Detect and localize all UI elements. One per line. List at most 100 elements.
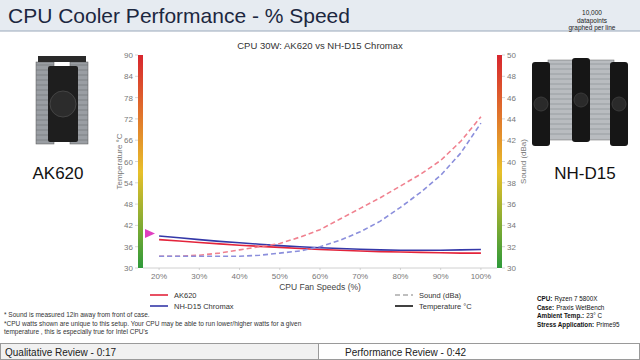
fan <box>572 58 590 142</box>
fin <box>586 74 614 75</box>
x-tick-label: 60% <box>312 272 328 281</box>
y2-tick-label: 46 <box>507 94 516 103</box>
y2-tick-label: 48 <box>507 72 516 81</box>
fan-hub <box>50 91 76 117</box>
fin-stack <box>586 60 614 140</box>
fin <box>548 74 576 75</box>
spec-line: Ambient Temp.:23° C <box>537 312 602 320</box>
y-tick <box>135 140 138 141</box>
y-tick <box>135 97 138 98</box>
y-tick-label: 54 <box>124 179 133 188</box>
fin <box>548 89 576 90</box>
x-tick <box>199 268 200 270</box>
y2-tick <box>502 182 505 183</box>
y-tick <box>135 55 138 56</box>
x-tick-label: 80% <box>392 272 408 281</box>
fin <box>586 104 614 105</box>
spec-line: CPU:Ryzen 7 5800X <box>537 295 598 303</box>
fin <box>548 99 576 100</box>
legend-swatch <box>395 294 413 296</box>
y2-tick-label: 30 <box>507 264 516 273</box>
axis-strip <box>138 55 143 268</box>
legend-label: NH-D15 Chromax <box>174 302 234 311</box>
nav-label: Qualitative Review - 0:17 <box>5 347 117 358</box>
x-tick <box>279 268 280 270</box>
spec-label: Ambient Temp.: <box>537 312 584 320</box>
nav-box <box>1 344 319 360</box>
pointer-arrow <box>145 229 155 238</box>
fan <box>532 62 550 146</box>
fin <box>548 84 576 85</box>
axis-strip <box>497 55 502 268</box>
datapoints-note: 10,000 <box>582 9 602 16</box>
top-cover <box>38 56 86 62</box>
x-tick <box>480 268 481 270</box>
fin <box>586 69 614 70</box>
spec-label: Stress Application: <box>537 321 594 329</box>
legend-swatch <box>150 305 168 307</box>
fan <box>610 62 628 146</box>
y2-tick-label: 44 <box>507 115 516 124</box>
fin <box>586 84 614 85</box>
y2-tick <box>502 268 505 269</box>
fin <box>548 69 576 70</box>
x-tick <box>159 268 160 270</box>
x-tick <box>440 268 441 270</box>
y2-tick-label: 38 <box>507 179 516 188</box>
fin <box>548 119 576 120</box>
plot-area <box>159 117 481 257</box>
y-tick-label: 84 <box>124 72 133 81</box>
fan-hub <box>612 97 626 111</box>
x-tick-label: 90% <box>433 272 449 281</box>
fin <box>586 89 614 90</box>
footnote: *CPU watts shown are unique to this setu… <box>4 320 302 328</box>
x-tick-label: 30% <box>191 272 207 281</box>
fin <box>586 64 614 65</box>
slide: CPU Cooler Performance - % Speed10,000da… <box>0 0 640 360</box>
fin <box>586 114 614 115</box>
spec-line: Case:Praxis WetBench <box>537 304 605 311</box>
y2-tick-label: 50 <box>507 51 516 60</box>
legend-label: Sound (dBa) <box>419 291 462 300</box>
fin <box>586 129 614 130</box>
y2-tick-label: 32 <box>507 243 516 252</box>
y-tick <box>135 182 138 183</box>
fin <box>586 119 614 120</box>
x-tick-label: 20% <box>151 272 167 281</box>
y-tick <box>135 161 138 162</box>
spec-label: Case: <box>537 304 554 311</box>
product-label: AK620 <box>32 164 83 183</box>
spec-value: Ryzen 7 5800X <box>554 295 598 303</box>
header-rule <box>0 31 640 32</box>
y2-tick-label: 36 <box>507 200 516 209</box>
fin <box>548 79 576 80</box>
ak620-image <box>36 56 88 144</box>
x-tick-label: 70% <box>352 272 368 281</box>
header-bar <box>0 0 640 31</box>
product-label: NH-D15 <box>554 164 615 183</box>
y-axis-title: Temperature °C <box>115 133 124 189</box>
y-tick <box>135 225 138 226</box>
footnote: * Sound is measured 12in away from front… <box>4 311 150 319</box>
y2-tick <box>502 118 505 119</box>
nav-box <box>319 344 640 360</box>
y-tick-label: 36 <box>124 243 133 252</box>
chart-title: CPU 30W: AK620 vs NH-D15 Chromax <box>237 40 403 51</box>
slide-title: CPU Cooler Performance - % Speed <box>8 4 350 27</box>
fin <box>548 64 576 65</box>
y2-tick <box>502 55 505 56</box>
y-tick <box>135 204 138 205</box>
legend-swatch <box>395 305 413 307</box>
y2-tick-label: 40 <box>507 158 516 167</box>
y-tick <box>135 246 138 247</box>
fin <box>548 114 576 115</box>
x-tick <box>400 268 401 270</box>
fin <box>586 99 614 100</box>
spec-label: CPU: <box>537 295 552 302</box>
series-line <box>159 236 481 250</box>
fan-hub <box>534 97 548 111</box>
x-tick <box>239 268 240 270</box>
footnote: temperature , this is especially true fo… <box>4 328 149 336</box>
y2-tick <box>502 140 505 141</box>
y-tick <box>135 118 138 119</box>
